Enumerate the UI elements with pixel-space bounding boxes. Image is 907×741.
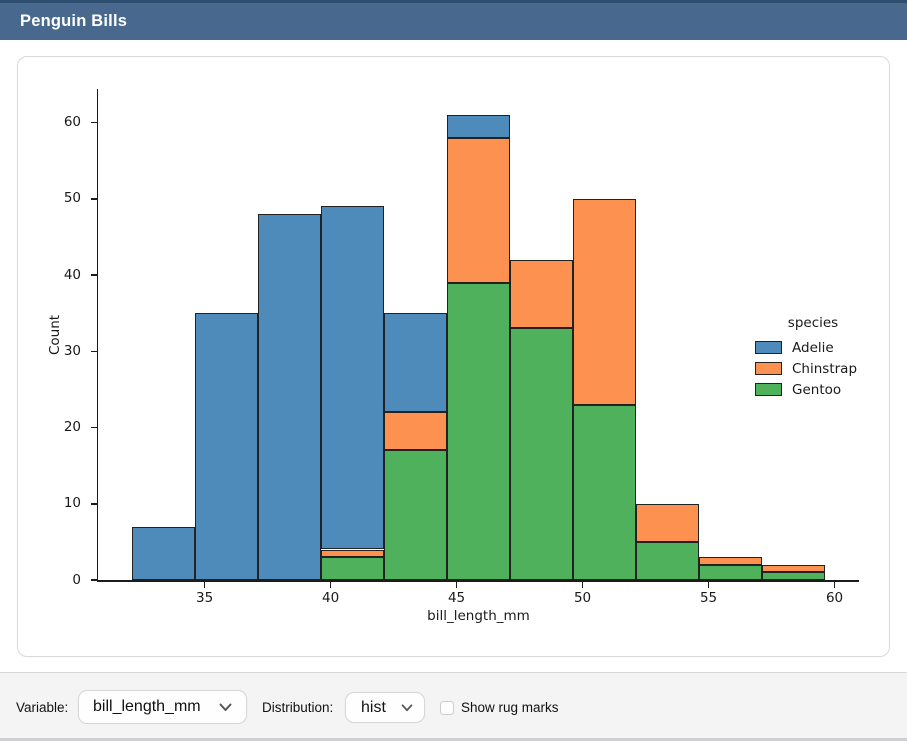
chevron-down-icon: [219, 703, 232, 712]
x-tick-mark: [707, 581, 710, 588]
y-tick-label: 60: [63, 114, 81, 131]
y-tick-mark: [90, 350, 97, 353]
page-title: Penguin Bills: [20, 12, 128, 30]
x-tick-mark: [581, 581, 584, 588]
histogram-plot: bill_length_mm Count species Adelie Chins…: [18, 57, 889, 656]
histogram-bar-segment: [698, 557, 762, 565]
y-tick-mark: [90, 198, 97, 200]
legend-swatch-chinstrap: [755, 362, 782, 375]
x-tick-mark: [455, 581, 458, 588]
legend-entry: Gentoo: [755, 379, 871, 400]
histogram-bar-segment: [446, 282, 510, 580]
histogram-bar-segment: [635, 541, 699, 580]
histogram-bar-segment: [509, 328, 573, 580]
legend-entry: Chinstrap: [755, 358, 871, 379]
x-tick-label: 35: [195, 590, 214, 606]
distribution-dropdown-value: hist: [361, 698, 386, 716]
distribution-label: Distribution:: [262, 700, 334, 715]
legend-label: Gentoo: [792, 381, 842, 398]
legend-title: species: [787, 315, 839, 331]
variable-label: Variable:: [16, 700, 69, 715]
histogram-bar-segment: [572, 198, 636, 405]
histogram-bar-segment: [698, 564, 762, 580]
histogram-bar-segment: [131, 526, 195, 580]
legend-swatch-gentoo: [755, 383, 782, 396]
y-tick-mark: [90, 121, 97, 124]
show-rug-label: Show rug marks: [461, 700, 559, 715]
histogram-bar-segment: [446, 137, 510, 283]
y-tick-label: 0: [72, 571, 81, 588]
x-tick-label: 60: [825, 590, 844, 606]
histogram-bar-segment: [383, 450, 447, 580]
y-tick-mark: [90, 503, 97, 505]
legend-label: Adelie: [792, 339, 834, 356]
chart-legend: species Adelie Chinstrap Gentoo: [755, 315, 871, 400]
x-tick-mark: [833, 581, 836, 588]
chart-card: bill_length_mm Count species Adelie Chins…: [17, 56, 890, 657]
histogram-bar-segment: [509, 259, 573, 329]
y-tick-mark: [90, 274, 97, 276]
x-tick-label: 40: [321, 590, 340, 606]
variable-dropdown-value: bill_length_mm: [93, 698, 201, 715]
x-tick-label: 45: [447, 590, 466, 606]
y-tick-mark: [90, 426, 97, 429]
y-tick-label: 10: [63, 495, 81, 512]
x-tick-mark: [329, 581, 332, 588]
window-title-bar: Penguin Bills: [0, 0, 907, 40]
variable-dropdown[interactable]: bill_length_mm: [78, 690, 247, 724]
histogram-bar-segment: [194, 313, 258, 580]
y-tick-label: 40: [63, 266, 81, 283]
histogram-bar-segment: [257, 214, 321, 580]
histogram-bar-segment: [320, 549, 384, 558]
histogram-bar-segment: [383, 412, 447, 451]
chevron-down-icon: [401, 703, 413, 712]
x-axis-spine: [96, 580, 859, 582]
controls-bar: Variable: bill_length_mm Distribution: h…: [0, 672, 907, 741]
distribution-dropdown[interactable]: hist: [345, 692, 425, 723]
x-axis-label: bill_length_mm: [427, 608, 530, 624]
histogram-bar-segment: [761, 564, 825, 573]
y-tick-label: 50: [63, 190, 81, 207]
histogram-bar-segment: [635, 503, 699, 542]
legend-entry: Adelie: [755, 337, 871, 358]
y-axis-spine: [96, 89, 98, 582]
histogram-bar-segment: [572, 404, 636, 580]
histogram-bar-segment: [320, 557, 384, 580]
histogram-bar-segment: [446, 114, 510, 138]
y-tick-label: 30: [63, 342, 81, 359]
x-tick-mark: [203, 581, 206, 588]
show-rug-checkbox[interactable]: [440, 701, 454, 715]
legend-label: Chinstrap: [792, 360, 858, 377]
histogram-bar-segment: [761, 572, 825, 580]
histogram-bar-segment: [320, 206, 384, 550]
histogram-bar-segment: [383, 313, 447, 413]
legend-swatch-adelie: [755, 341, 782, 354]
y-tick-label: 20: [63, 419, 81, 435]
x-tick-label: 55: [699, 590, 718, 606]
y-tick-mark: [90, 579, 97, 581]
x-tick-label: 50: [573, 590, 592, 606]
